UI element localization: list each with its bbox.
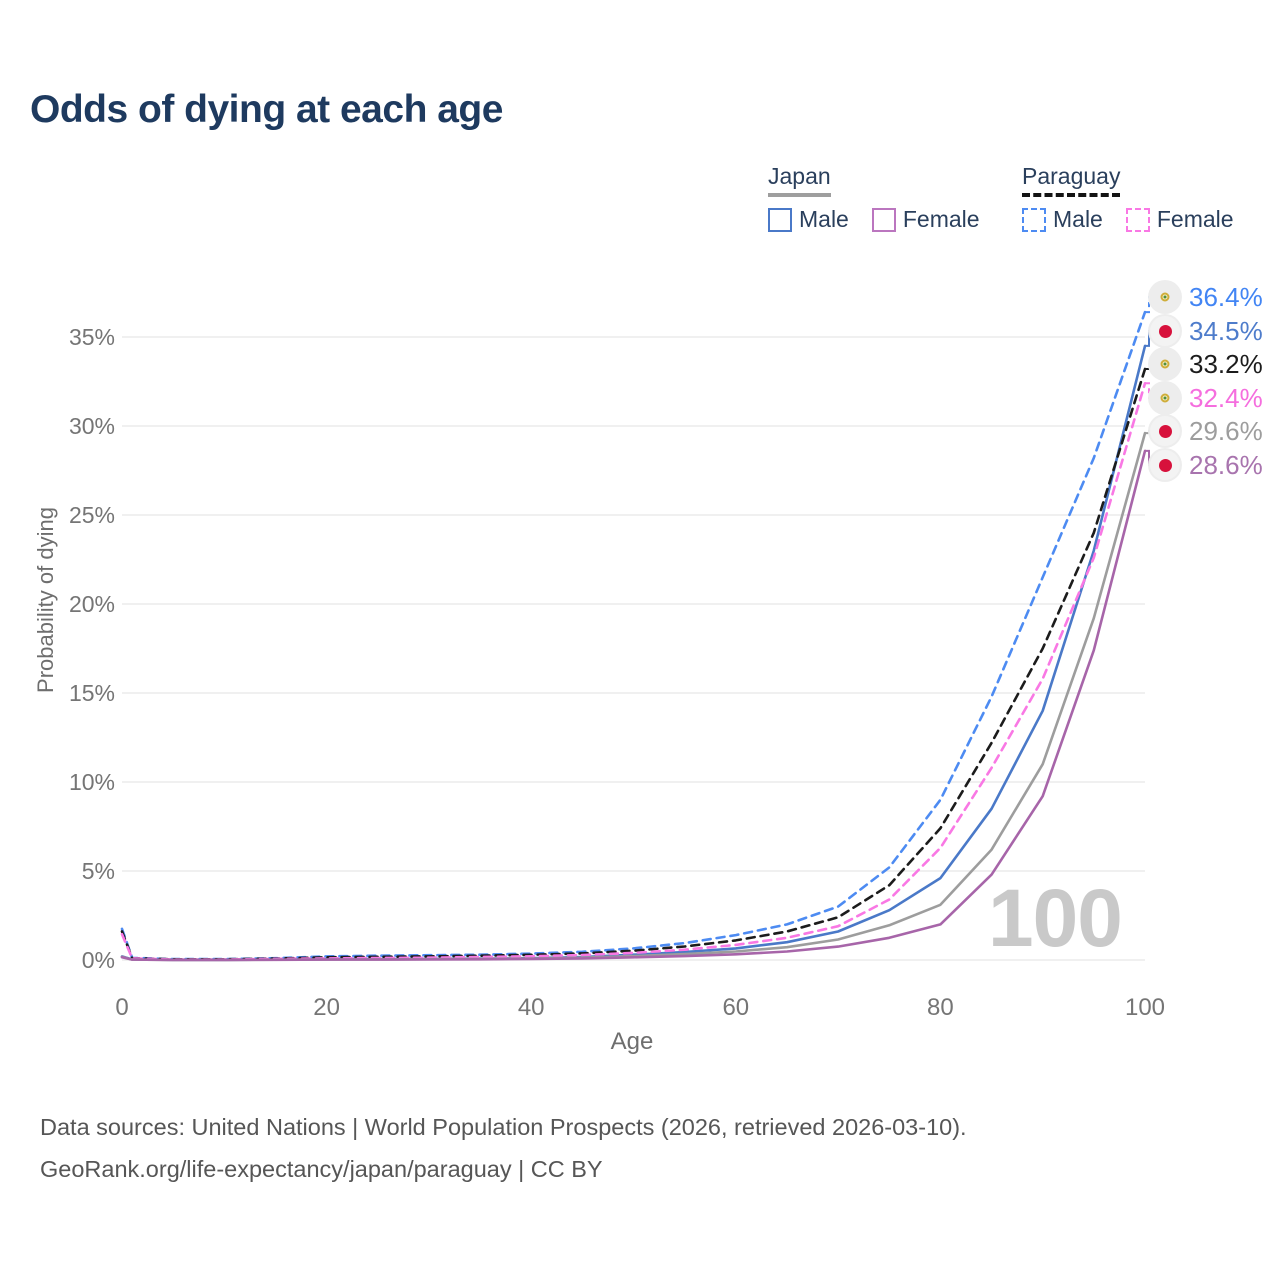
- paraguay-flag-icon: [1148, 381, 1182, 415]
- legend-paraguay-header[interactable]: Paraguay: [1022, 163, 1121, 197]
- legend-japan-header[interactable]: Japan: [768, 163, 831, 197]
- end-value-label: 33.2%: [1189, 348, 1263, 379]
- y-tick-label: 5%: [81, 858, 115, 884]
- series-line-japan-female[interactable]: [120, 449, 1147, 962]
- footer-source-line: Data sources: United Nations | World Pop…: [40, 1114, 967, 1140]
- end-value-label: 28.6%: [1189, 449, 1263, 480]
- legend-item-label: Male: [1053, 206, 1103, 232]
- legend-item-paraguay-female[interactable]: Female: [1125, 206, 1234, 233]
- legend-item-label: Female: [1156, 206, 1234, 232]
- series-end-label-japan-female: 28.6%: [1148, 448, 1263, 482]
- footer-link-line: GeoRank.org/life-expectancy/japan/paragu…: [40, 1156, 603, 1182]
- legend-item-label: Male: [799, 206, 849, 232]
- series-end-label-paraguay-male: 36.4%: [1148, 280, 1263, 314]
- end-value-label: 32.4%: [1189, 382, 1263, 413]
- legend-item-label: Female: [902, 206, 980, 232]
- japan-female-swatch-icon: [871, 207, 896, 232]
- series-line-japan-male[interactable]: [120, 344, 1147, 962]
- japan-flag-icon: [1148, 414, 1182, 448]
- series-end-label-paraguay: 33.2%: [1148, 347, 1263, 381]
- series-end-label-paraguay-female: 32.4%: [1148, 381, 1263, 415]
- y-tick-label: 15%: [68, 680, 115, 706]
- series-line-japan[interactable]: [120, 431, 1147, 962]
- legend-item-japan-female[interactable]: Female: [871, 206, 980, 233]
- legend-group-paraguay: Paraguay Male Female: [1022, 163, 1257, 233]
- legend-item-japan-male[interactable]: Male: [768, 206, 849, 233]
- x-tick-label: 60: [722, 994, 750, 1021]
- x-axis-title: Age: [610, 1028, 654, 1055]
- x-tick-label: 80: [927, 994, 954, 1021]
- age-watermark: 100: [988, 873, 1123, 964]
- paraguay-female-swatch-icon: [1125, 207, 1150, 232]
- end-value-label: 34.5%: [1189, 315, 1263, 346]
- page-title: Odds of dying at each age: [30, 88, 503, 131]
- x-tick-label: 100: [1124, 994, 1166, 1021]
- japan-male-swatch-icon: [768, 207, 792, 232]
- series-line-paraguay-male[interactable]: [120, 310, 1147, 961]
- end-value-label: 36.4%: [1189, 281, 1263, 312]
- footer: Data sources: United Nations | World Pop…: [40, 1106, 967, 1190]
- y-tick-label: 25%: [68, 502, 115, 528]
- paraguay-flag-icon: [1148, 280, 1182, 314]
- x-tick-label: 0: [115, 994, 129, 1021]
- y-tick-label: 30%: [68, 413, 115, 439]
- y-tick-label: 35%: [68, 324, 115, 350]
- y-tick-label: 0%: [81, 947, 115, 973]
- series-end-label-japan-male: 34.5%: [1148, 314, 1263, 348]
- paraguay-flag-icon: [1148, 347, 1182, 381]
- y-tick-label: 10%: [68, 769, 115, 795]
- legend-group-japan: Japan Male Female: [768, 163, 1003, 233]
- paraguay-male-swatch-icon: [1022, 207, 1046, 232]
- japan-flag-icon: [1148, 448, 1182, 482]
- legend-item-paraguay-male[interactable]: Male: [1022, 206, 1103, 233]
- end-value-label: 29.6%: [1189, 415, 1263, 446]
- series-end-label-japan: 29.6%: [1148, 414, 1263, 448]
- japan-flag-icon: [1148, 314, 1182, 348]
- x-tick-label: 40: [517, 994, 545, 1021]
- x-tick-label: 20: [313, 994, 340, 1021]
- y-tick-label: 20%: [68, 591, 115, 617]
